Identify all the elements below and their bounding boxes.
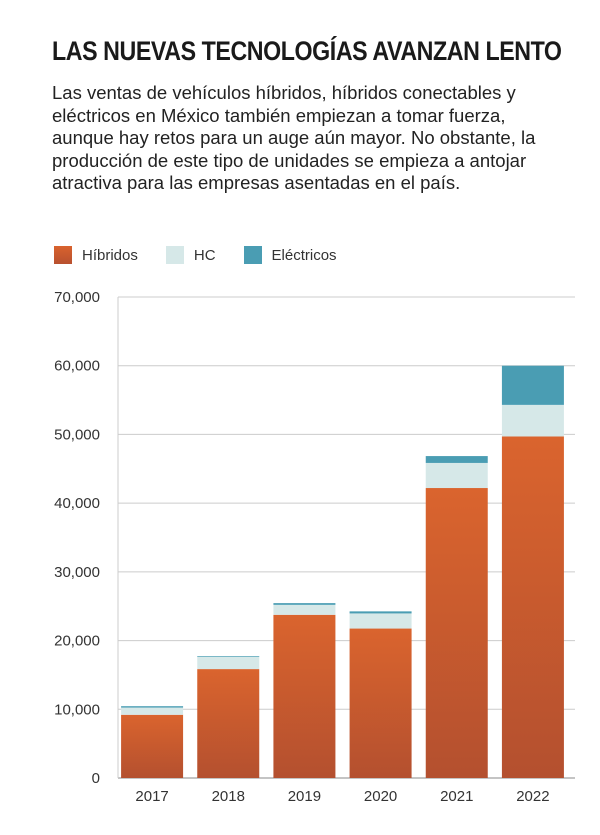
y-tick-label: 50,000 xyxy=(54,426,100,443)
legend-label: Híbridos xyxy=(82,246,138,264)
bar-eléctricos-2020 xyxy=(349,611,412,614)
bar-eléctricos-2019 xyxy=(273,603,336,605)
legend-swatch-hibridos xyxy=(54,246,72,264)
bar-hc-2018 xyxy=(197,656,260,670)
bar-híbridos-2018 xyxy=(197,669,260,778)
bar-eléctricos-2022 xyxy=(501,365,564,405)
x-tick-label: 2022 xyxy=(516,788,549,805)
x-tick-label: 2017 xyxy=(135,788,168,805)
chart-title: LAS NUEVAS TECNOLOGÍAS AVANZAN LENTO xyxy=(52,36,562,66)
y-tick-label: 10,000 xyxy=(54,701,100,718)
bar-híbridos-2022 xyxy=(501,436,564,778)
y-tick-label: 40,000 xyxy=(54,495,100,512)
bar-híbridos-2020 xyxy=(349,628,412,778)
legend-label: Eléctricos xyxy=(271,246,337,264)
x-tick-label: 2020 xyxy=(364,788,397,805)
y-tick-label: 20,000 xyxy=(54,633,100,650)
y-tick-label: 30,000 xyxy=(54,564,100,581)
legend-label: HC xyxy=(193,246,216,264)
bar-híbridos-2017 xyxy=(121,714,184,778)
legend-swatch-hc xyxy=(165,246,184,264)
y-tick-label: 70,000 xyxy=(54,289,100,306)
x-tick-label: 2019 xyxy=(288,788,321,805)
y-tick-label: 60,000 xyxy=(54,358,100,375)
legend-item-hibridos: Híbridos xyxy=(54,246,138,264)
bar-hc-2022 xyxy=(501,404,564,437)
bar-eléctricos-2017 xyxy=(121,706,184,708)
legend: Híbridos HC Eléctricos xyxy=(54,246,365,264)
chart-subtitle: Las ventas de vehículos híbridos, híbrid… xyxy=(52,82,536,193)
x-tick-label: 2018 xyxy=(212,788,245,805)
bar-hc-2019 xyxy=(273,604,336,615)
bar-hc-2020 xyxy=(349,613,412,629)
bar-eléctricos-2021 xyxy=(425,456,488,463)
y-tick-label: 0 xyxy=(92,770,100,787)
bar-híbridos-2019 xyxy=(273,614,336,778)
bar-híbridos-2021 xyxy=(425,488,488,778)
x-tick-label: 2021 xyxy=(440,788,473,805)
bar-hc-2021 xyxy=(425,462,488,489)
legend-item-electricos: Eléctricos xyxy=(243,246,337,264)
legend-swatch-electricos xyxy=(243,246,262,264)
bar-eléctricos-2018 xyxy=(197,656,260,657)
legend-item-hc: HC xyxy=(165,246,216,264)
bar-hc-2017 xyxy=(121,707,184,715)
